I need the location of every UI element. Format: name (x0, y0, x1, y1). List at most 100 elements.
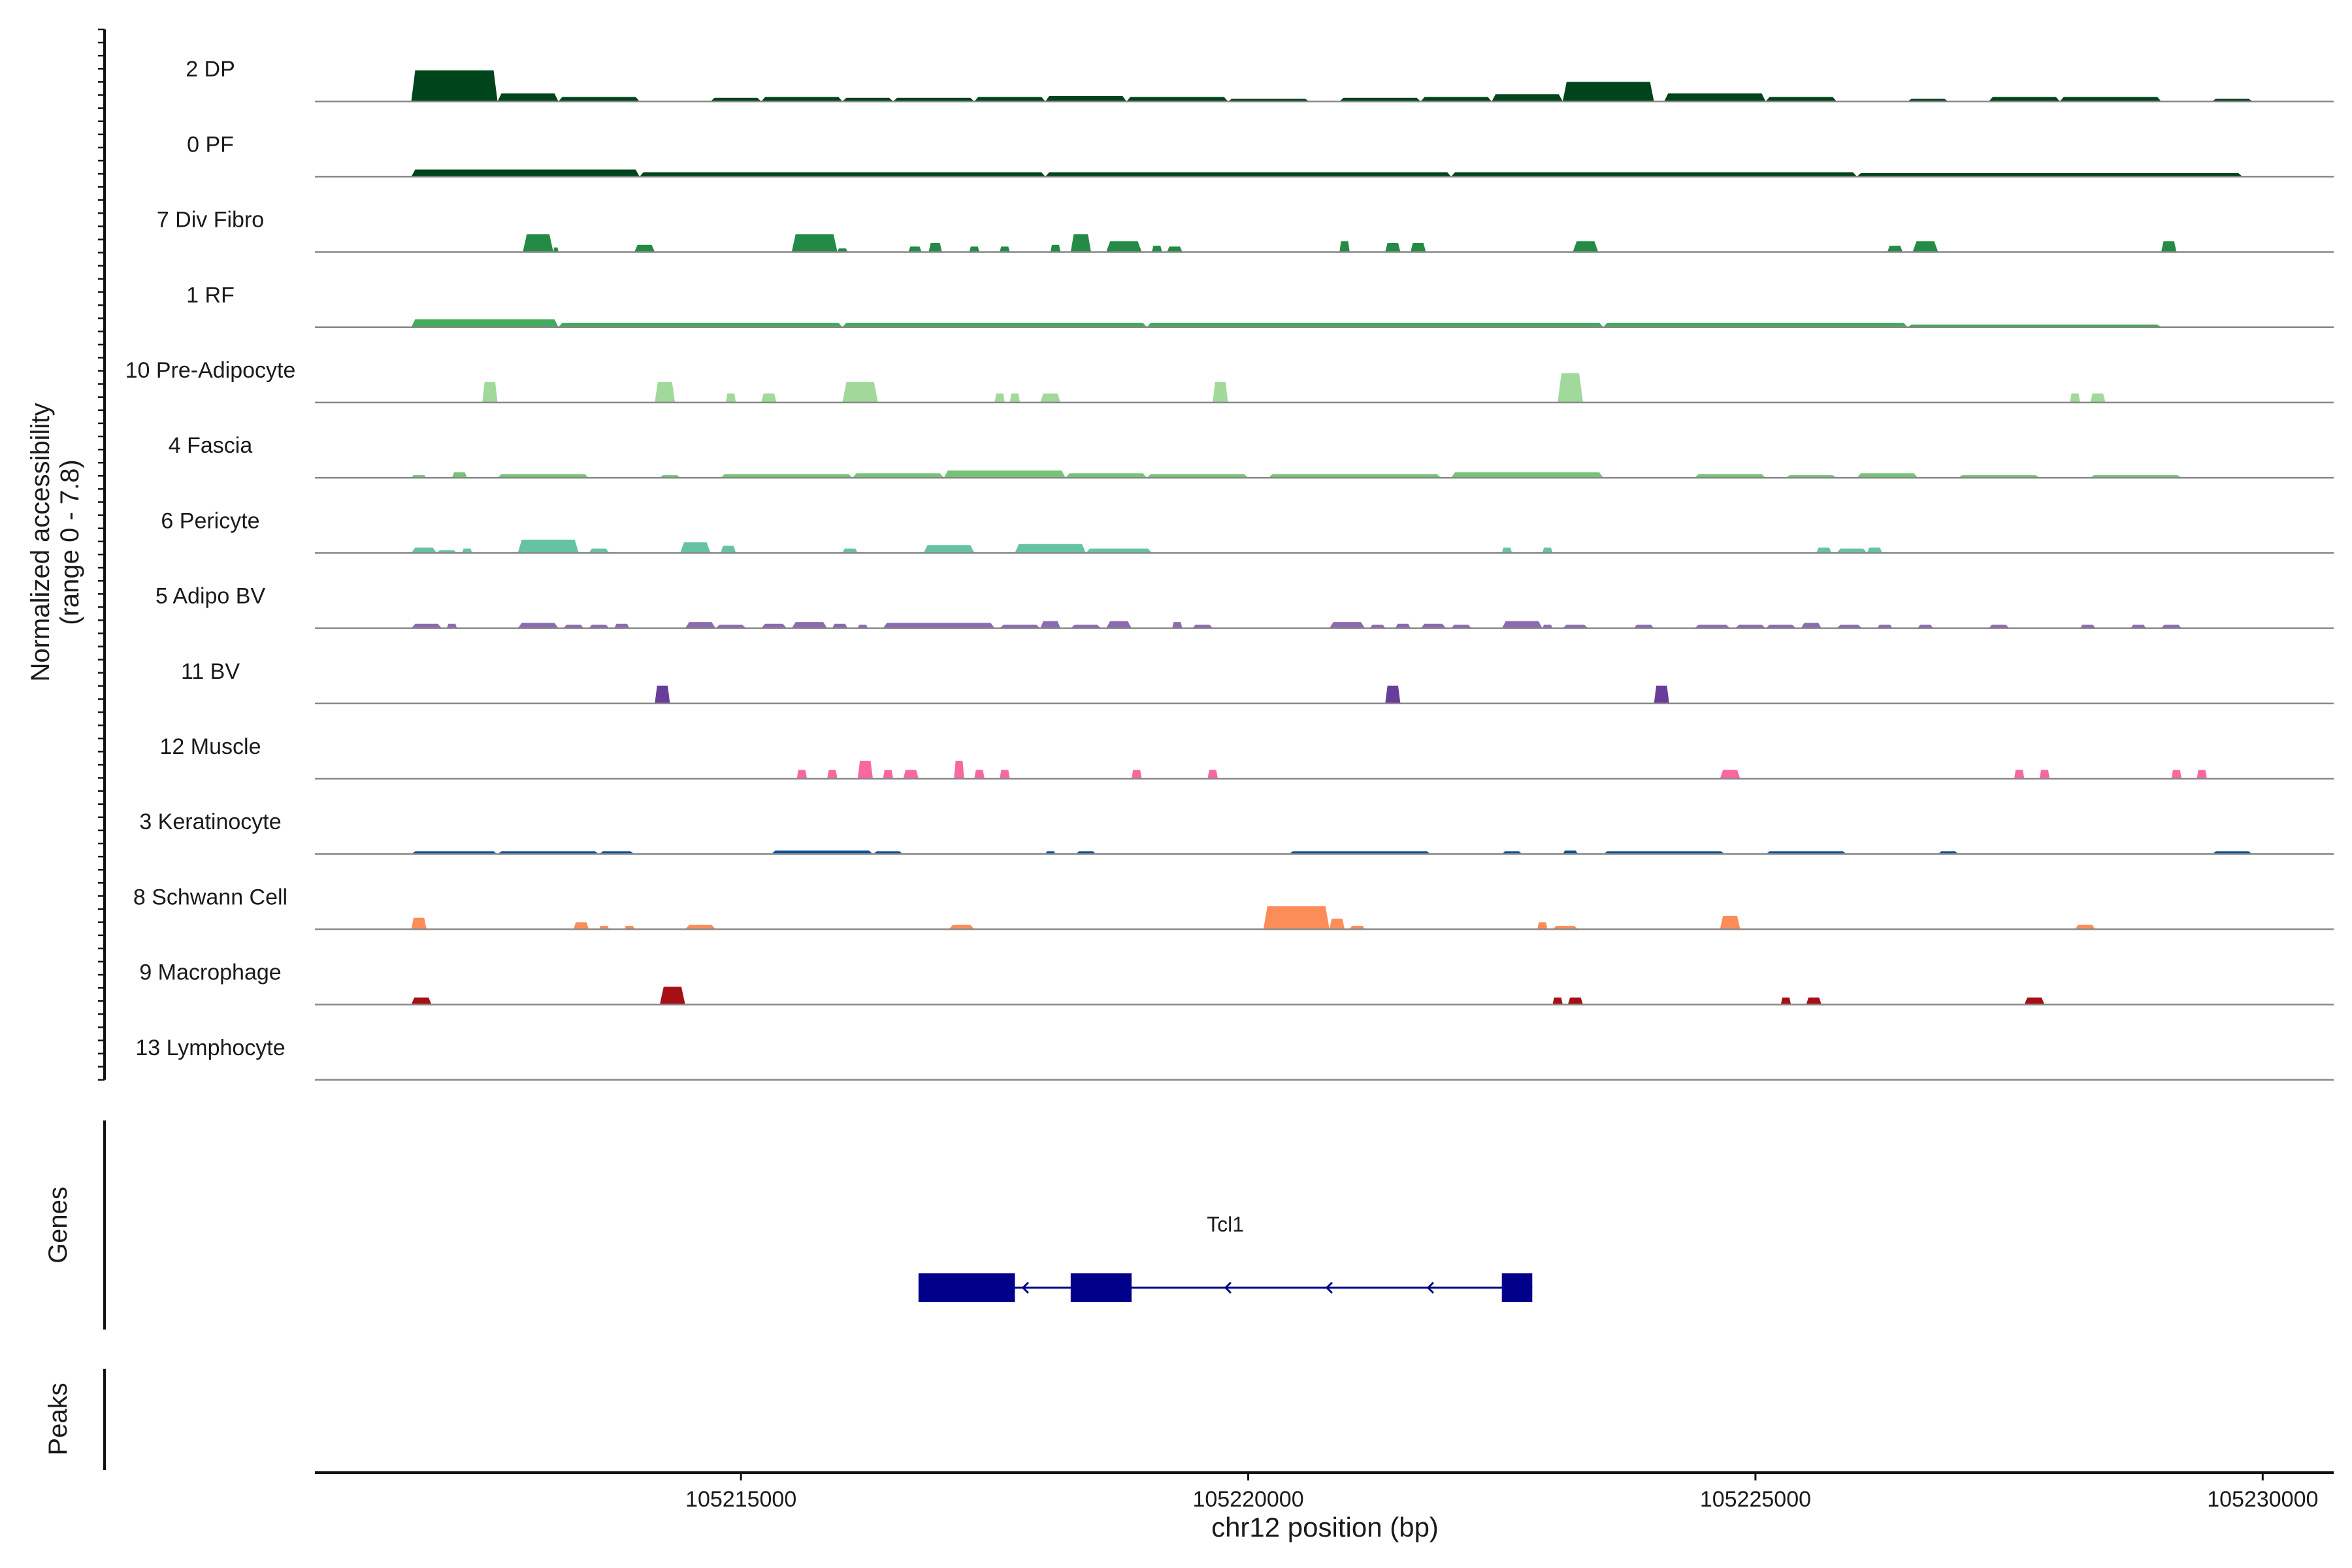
accessibility-peak (411, 547, 437, 553)
accessibility-peak (685, 622, 716, 629)
accessibility-peak (1339, 97, 1421, 102)
accessibility-peak (1167, 246, 1183, 252)
track-9-macrophage: 9 Macrophage (139, 960, 2334, 1005)
accessibility-peak (1070, 234, 1091, 252)
track-label: 8 Schwann Cell (133, 885, 287, 909)
accessibility-peak (923, 545, 975, 553)
accessibility-peak (411, 319, 559, 327)
accessibility-peak (517, 540, 579, 553)
accessibility-peak (1552, 997, 1563, 1005)
accessibility-peak (2075, 924, 2096, 930)
accessibility-peak (517, 623, 559, 629)
track-label: 6 Pericyte (161, 508, 259, 533)
accessibility-peak (1694, 625, 1731, 629)
accessibility-peak (2131, 625, 2146, 629)
accessibility-peak (558, 323, 843, 327)
track-2-dp: 2 DP (186, 57, 2334, 103)
accessibility-peak (857, 625, 868, 629)
accessibility-peak (1806, 997, 1821, 1005)
accessibility-peak (1562, 82, 1654, 102)
accessibility-peak (685, 924, 716, 930)
accessibility-peak (1573, 241, 1599, 252)
accessibility-peak (837, 248, 848, 252)
track-7-div-fibro: 7 Div Fibro (157, 208, 2334, 253)
accessibility-peak (1420, 623, 1446, 629)
accessibility-peak (832, 623, 848, 629)
accessibility-peak (655, 685, 670, 704)
x-tick-label: 105215000 (685, 1487, 796, 1512)
accessibility-peak (1867, 547, 1882, 553)
track-label: 1 RF (186, 283, 235, 308)
accessibility-peak (1329, 622, 1365, 629)
track-label: 5 Adipo BV (155, 584, 266, 609)
accessibility-peak (1989, 97, 2060, 102)
accessibility-peak (411, 997, 432, 1005)
accessibility-peak (1040, 621, 1061, 629)
accessibility-peak (598, 926, 610, 930)
accessibility-peak (1126, 97, 1228, 102)
accessibility-peak (1050, 244, 1061, 252)
accessibility-peak (1562, 850, 1578, 855)
accessibility-peak (903, 770, 919, 779)
accessibility-peak (761, 393, 777, 402)
accessibility-peak (969, 246, 980, 252)
accessibility-peak (1147, 474, 1249, 478)
accessibility-peak (1192, 625, 1213, 629)
x-tick-label: 105225000 (1700, 1487, 1811, 1512)
accessibility-peak (1694, 474, 1766, 478)
genes-label: Genes (44, 1186, 73, 1264)
accessibility-peak (411, 169, 640, 177)
accessibility-peak (2059, 97, 2161, 102)
accessibility-peak (497, 93, 559, 102)
track-1-rf: 1 RF (186, 283, 2334, 329)
accessibility-peak (1537, 922, 1548, 930)
accessibility-peak (1918, 625, 1933, 629)
track-8-schwann-cell: 8 Schwann Cell (133, 885, 2334, 930)
track-label: 4 Fascia (169, 433, 253, 458)
accessibility-peak (974, 97, 1045, 102)
accessibility-peak (553, 247, 559, 252)
accessibility-peak (411, 623, 442, 629)
accessibility-peak (1385, 243, 1401, 252)
accessibility-peak (796, 770, 808, 779)
accessibility-peak (1000, 625, 1041, 629)
accessibility-peak (1989, 625, 2010, 629)
accessibility-peak (791, 234, 838, 252)
accessibility-peak (589, 625, 610, 629)
accessibility-peak (680, 542, 711, 553)
accessibility-peak (1045, 96, 1127, 102)
accessibility-peak (2014, 770, 2025, 779)
accessibility-peak (893, 97, 975, 102)
accessibility-peak (1147, 323, 1603, 327)
track-label: 13 Lymphocyte (135, 1036, 285, 1060)
track-3-keratinocyte: 3 Keratinocyte (139, 809, 2334, 855)
genes-panel: Genes Tcl1 (44, 1120, 1533, 1330)
gene-exon (918, 1273, 1015, 1302)
accessibility-peak (1837, 548, 1867, 553)
accessibility-peak (446, 623, 457, 629)
accessibility-peak (1501, 621, 1543, 629)
accessibility-peak (1009, 393, 1021, 402)
x-tick-label: 105230000 (2207, 1487, 2318, 1512)
accessibility-peak (1877, 625, 1893, 629)
accessibility-peak (563, 625, 584, 629)
accessibility-peak (1385, 685, 1401, 704)
accessibility-peak (721, 546, 736, 553)
accessibility-peak (639, 172, 1045, 177)
accessibility-peak (1015, 544, 1086, 553)
accessibility-peak (842, 382, 878, 402)
accessibility-peak (1654, 685, 1669, 704)
accessibility-peak (2070, 393, 2080, 402)
peaks-label: Peaks (44, 1382, 73, 1455)
track-label: 0 PF (187, 132, 234, 157)
accessibility-peak (857, 760, 873, 779)
accessibility-peak (624, 926, 635, 930)
accessibility-peak (574, 922, 589, 930)
accessibility-peak (411, 917, 427, 930)
accessibility-peak (451, 472, 467, 478)
strand-arrow (1325, 1281, 1333, 1294)
accessibility-peak (1000, 770, 1010, 779)
accessibility-peak (943, 470, 1066, 478)
accessibility-peak (497, 474, 589, 478)
